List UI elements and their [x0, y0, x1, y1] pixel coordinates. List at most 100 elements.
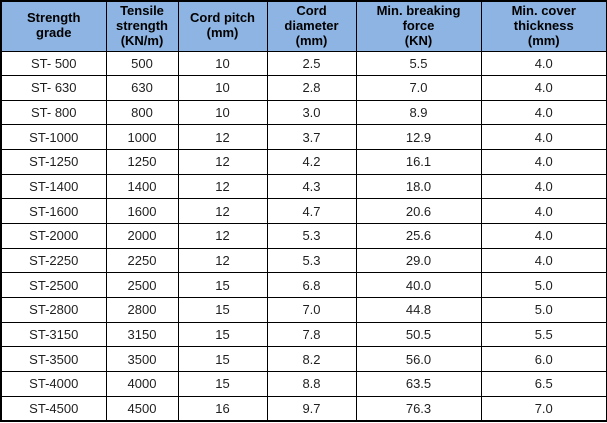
table-cell: 4.0 [480, 99, 607, 126]
table-cell: 10 [177, 99, 268, 126]
table-cell: 4.0 [480, 75, 607, 101]
column-header-strength-grade: Strength grade [0, 0, 107, 52]
table-row: ST-3150 3150 15 7.8 50.5 5.5 [0, 321, 607, 348]
column-header-breaking-force: Min. breaking force (KN) [355, 0, 482, 52]
table-cell: ST-2250 [0, 247, 107, 274]
table-cell: 4.0 [480, 247, 607, 274]
table-row: ST-2800 2800 15 7.0 44.8 5.0 [0, 297, 607, 323]
table-cell: 5.3 [266, 223, 357, 249]
table-cell: 5.5 [355, 50, 482, 77]
table-cell: 500 [105, 50, 179, 77]
table-cell: 5.3 [266, 247, 357, 274]
table-cell: 4.0 [480, 198, 607, 225]
table-cell: 4.0 [480, 124, 607, 151]
table-cell: 63.5 [355, 371, 482, 397]
table-cell: 2.8 [266, 75, 357, 101]
table-cell: 12 [177, 173, 268, 200]
table-body: ST- 500 500 10 2.5 5.5 4.0 ST- 630 630 10 2.8 7.0 4… [0, 50, 607, 422]
table-cell: 5.5 [480, 321, 607, 348]
table-cell: 1600 [105, 198, 179, 225]
table-cell: 15 [177, 272, 268, 299]
table-cell: 4.0 [480, 223, 607, 249]
table-cell: ST-1600 [0, 198, 107, 225]
table-cell: 29.0 [355, 247, 482, 274]
column-header-cord-diameter: Cord diameter (mm) [266, 0, 357, 52]
table-row: ST-4500 4500 16 9.7 76.3 7.0 [0, 395, 607, 422]
table-cell: 5.0 [480, 297, 607, 323]
table-cell: 25.6 [355, 223, 482, 249]
table-cell: 7.0 [480, 395, 607, 422]
table-cell: 2800 [105, 297, 179, 323]
table-cell: 76.3 [355, 395, 482, 422]
table-row: ST- 800 800 10 3.0 8.9 4.0 [0, 99, 607, 126]
table-cell: 1250 [105, 149, 179, 175]
table-cell: 10 [177, 50, 268, 77]
table-cell: 6.5 [480, 371, 607, 397]
table-row: ST-2250 2250 12 5.3 29.0 4.0 [0, 247, 607, 274]
table-row: ST- 500 500 10 2.5 5.5 4.0 [0, 50, 607, 77]
table-cell: ST-4000 [0, 371, 107, 397]
table-cell: 630 [105, 75, 179, 101]
table-cell: 4.0 [480, 50, 607, 77]
table-row: ST-1250 1250 12 4.2 16.1 4.0 [0, 149, 607, 175]
table-cell: 8.9 [355, 99, 482, 126]
table-row: ST-2000 2000 12 5.3 25.6 4.0 [0, 223, 607, 249]
table-row: ST-1000 1000 12 3.7 12.9 4.0 [0, 124, 607, 151]
table-cell: ST- 630 [0, 75, 107, 101]
table-cell: ST-4500 [0, 395, 107, 422]
table-cell: 50.5 [355, 321, 482, 348]
table-cell: 4500 [105, 395, 179, 422]
table-cell: ST-3150 [0, 321, 107, 348]
table-cell: 1000 [105, 124, 179, 151]
table-cell: ST- 500 [0, 50, 107, 77]
table-cell: ST-1000 [0, 124, 107, 151]
table-cell: 3.7 [266, 124, 357, 151]
column-header-cord-pitch: Cord pitch (mm) [177, 0, 268, 52]
table-cell: 56.0 [355, 346, 482, 373]
table-cell: 12.9 [355, 124, 482, 151]
table-cell: ST-2800 [0, 297, 107, 323]
table-cell: ST- 800 [0, 99, 107, 126]
table-row: ST-1400 1400 12 4.3 18.0 4.0 [0, 173, 607, 200]
table-cell: 2500 [105, 272, 179, 299]
table-cell: 15 [177, 297, 268, 323]
table-cell: ST-3500 [0, 346, 107, 373]
table-cell: ST-1400 [0, 173, 107, 200]
table-cell: 15 [177, 321, 268, 348]
table-header-row: Strength grade Tensile strength (KN/m) C… [0, 0, 607, 52]
table-cell: 3500 [105, 346, 179, 373]
table-cell: 6.0 [480, 346, 607, 373]
table-cell: 44.8 [355, 297, 482, 323]
table-row: ST-4000 4000 15 8.8 63.5 6.5 [0, 371, 607, 397]
table-cell: 12 [177, 149, 268, 175]
table-cell: 15 [177, 371, 268, 397]
table-row: ST-2500 2500 15 6.8 40.0 5.0 [0, 272, 607, 299]
table-cell: 15 [177, 346, 268, 373]
table-cell: 18.0 [355, 173, 482, 200]
table-cell: 4.3 [266, 173, 357, 200]
table-cell: 5.0 [480, 272, 607, 299]
table-row: ST-1600 1600 12 4.7 20.6 4.0 [0, 198, 607, 225]
table-cell: 12 [177, 124, 268, 151]
table-cell: 4000 [105, 371, 179, 397]
table-cell: 7.8 [266, 321, 357, 348]
table-cell: 4.7 [266, 198, 357, 225]
table-cell: 2250 [105, 247, 179, 274]
table-cell: 3150 [105, 321, 179, 348]
table-cell: 7.0 [266, 297, 357, 323]
table-cell: 8.2 [266, 346, 357, 373]
table-cell: ST-1250 [0, 149, 107, 175]
table-cell: 10 [177, 75, 268, 101]
table-cell: 2.5 [266, 50, 357, 77]
table-row: ST-3500 3500 15 8.2 56.0 6.0 [0, 346, 607, 373]
table-cell: 20.6 [355, 198, 482, 225]
column-header-tensile-strength: Tensile strength (KN/m) [105, 0, 179, 52]
table-cell: 12 [177, 223, 268, 249]
table-cell: 6.8 [266, 272, 357, 299]
table-cell: 1400 [105, 173, 179, 200]
table-cell: 12 [177, 198, 268, 225]
table-cell: 4.0 [480, 149, 607, 175]
table-cell: 800 [105, 99, 179, 126]
table-cell: 2000 [105, 223, 179, 249]
